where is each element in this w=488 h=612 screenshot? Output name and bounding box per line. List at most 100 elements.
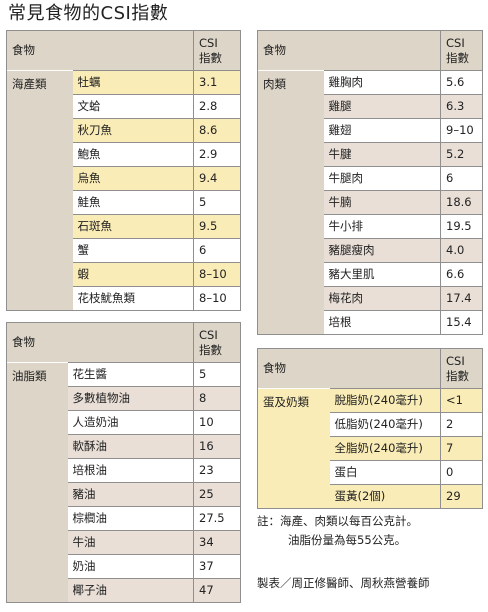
header-food: 食物 <box>6 30 194 71</box>
food-name: 牡蠣 <box>72 70 194 95</box>
csi-value: 29 <box>440 484 483 509</box>
table-row: 豬油 25 <box>7 482 241 507</box>
table-row: 軟酥油 16 <box>7 434 241 459</box>
csi-value: 27.5 <box>193 506 241 531</box>
table-row: 文蛤 2.8 <box>7 94 241 119</box>
csi-value: 5.6 <box>440 70 483 95</box>
eggs-dairy-csi-table: 食物 CSI 指數 蛋及奶類 脫脂奶(240毫升) <1 低脂奶(240毫升) 2 … <box>257 348 483 509</box>
csi-value: 0 <box>440 460 483 485</box>
food-name: 全脂奶(240毫升) <box>329 436 441 461</box>
table-row: 肉類 雞胸肉 5.6 <box>257 70 483 335</box>
table-row: 培根 15.4 <box>258 310 483 335</box>
table-row: 鮑魚 2.9 <box>7 142 241 167</box>
table-row: 烏魚 9.4 <box>7 166 241 191</box>
food-name: 椰子油 <box>67 578 194 603</box>
table-row: 秋刀魚 8.6 <box>7 118 241 143</box>
csi-value: 9.5 <box>193 214 241 239</box>
table-header-row: 食物 CSI 指數 <box>6 322 241 363</box>
table-row: 奶油 37 <box>7 554 241 579</box>
food-name: 牛腿肉 <box>323 166 441 191</box>
food-name: 文蛤 <box>72 94 194 119</box>
csi-value: 23 <box>193 458 241 483</box>
food-name: 豬油 <box>67 482 194 507</box>
table-row: 全脂奶(240毫升) 7 <box>258 436 483 461</box>
food-name: 蛋白 <box>329 460 441 485</box>
food-name: 脫脂奶(240毫升) <box>329 388 441 413</box>
food-name: 雞翅 <box>323 118 441 143</box>
header-csi: CSI 指數 <box>440 348 483 389</box>
food-name: 牛油 <box>67 530 194 555</box>
category-meat: 肉類 <box>257 70 324 335</box>
header-csi: CSI 指數 <box>193 30 241 71</box>
food-name: 豬大里肌 <box>323 262 441 287</box>
csi-value: 6.6 <box>440 262 483 287</box>
category-seafood: 海產類 <box>6 70 73 311</box>
csi-value: 5 <box>193 190 241 215</box>
csi-value: 25 <box>193 482 241 507</box>
food-name: 石斑魚 <box>72 214 194 239</box>
food-name: 奶油 <box>67 554 194 579</box>
food-name: 蛋黃(2個) <box>329 484 441 509</box>
meat-csi-table: 食物 CSI 指數 肉類 雞胸肉 5.6 雞腿 6.3 雞翅 9–10 牛腱 5.2 牛… <box>257 30 483 335</box>
table-row: 人造奶油 10 <box>7 410 241 435</box>
csi-value: 3.1 <box>193 70 241 95</box>
footnote-line-2: 油脂份量為每55公克。 <box>288 533 407 547</box>
csi-value: 34 <box>193 530 241 555</box>
csi-value: 8.6 <box>193 118 241 143</box>
table-row: 石斑魚 9.5 <box>7 214 241 239</box>
header-food: 食物 <box>257 348 441 389</box>
csi-value: 8–10 <box>193 262 241 287</box>
table-row: 牛腩 18.6 <box>258 190 483 215</box>
header-csi: CSI 指數 <box>193 322 241 363</box>
page-title: 常見食物的CSI指數 <box>8 3 169 24</box>
table-row: 多數植物油 8 <box>7 386 241 411</box>
csi-value: 9–10 <box>440 118 483 143</box>
csi-value: 8–10 <box>193 286 241 311</box>
csi-value: 10 <box>193 410 241 435</box>
food-name: 培根 <box>323 310 441 335</box>
category-eggs-dairy: 蛋及奶類 <box>257 388 330 509</box>
csi-value: 6.3 <box>440 94 483 119</box>
table-row: 牛腱 5.2 <box>258 142 483 167</box>
csi-value: 18.6 <box>440 190 483 215</box>
table-row: 鮭魚 5 <box>7 190 241 215</box>
food-name: 鮑魚 <box>72 142 194 167</box>
credit-line: 製表／周正修醫師、周秋燕營養師 <box>257 576 430 590</box>
food-name: 花枝魷魚類 <box>72 286 194 311</box>
food-name: 雞胸肉 <box>323 70 441 95</box>
csi-value: 19.5 <box>440 214 483 239</box>
csi-value: 7 <box>440 436 483 461</box>
food-name: 烏魚 <box>72 166 194 191</box>
table-row: 蛋黃(2個) 29 <box>258 484 483 509</box>
food-name: 梅花肉 <box>323 286 441 311</box>
table-row: 豬大里肌 6.6 <box>258 262 483 287</box>
csi-value: <1 <box>440 388 483 413</box>
footnote: 註：海產、肉類以每百公克計。 油脂份量為每55公克。 <box>257 512 418 550</box>
csi-value: 17.4 <box>440 286 483 311</box>
table-row: 雞腿 6.3 <box>258 94 483 119</box>
food-name: 雞腿 <box>323 94 441 119</box>
table-row: 海產類 牡蠣 3.1 <box>6 70 241 311</box>
food-name: 花生醬 <box>67 362 194 387</box>
table-row: 花枝魷魚類 8–10 <box>7 286 241 311</box>
food-name: 牛小排 <box>323 214 441 239</box>
table-row: 牛腿肉 6 <box>258 166 483 191</box>
csi-value: 8 <box>193 386 241 411</box>
csi-value: 2 <box>440 412 483 437</box>
table-row: 梅花肉 17.4 <box>258 286 483 311</box>
food-name: 豬腿瘦肉 <box>323 238 441 263</box>
food-name: 多數植物油 <box>67 386 194 411</box>
header-food: 食物 <box>257 30 441 71</box>
table-header-row: 食物 CSI 指數 <box>257 30 483 71</box>
table-row: 牛小排 19.5 <box>258 214 483 239</box>
table-row: 蛋白 0 <box>258 460 483 485</box>
header-food: 食物 <box>6 322 194 363</box>
table-row: 培根油 23 <box>7 458 241 483</box>
table-row: 牛油 34 <box>7 530 241 555</box>
csi-value: 15.4 <box>440 310 483 335</box>
csi-value: 47 <box>193 578 241 603</box>
footnote-line-1: 註：海產、肉類以每百公克計。 <box>257 514 418 528</box>
csi-value: 9.4 <box>193 166 241 191</box>
csi-value: 5.2 <box>440 142 483 167</box>
